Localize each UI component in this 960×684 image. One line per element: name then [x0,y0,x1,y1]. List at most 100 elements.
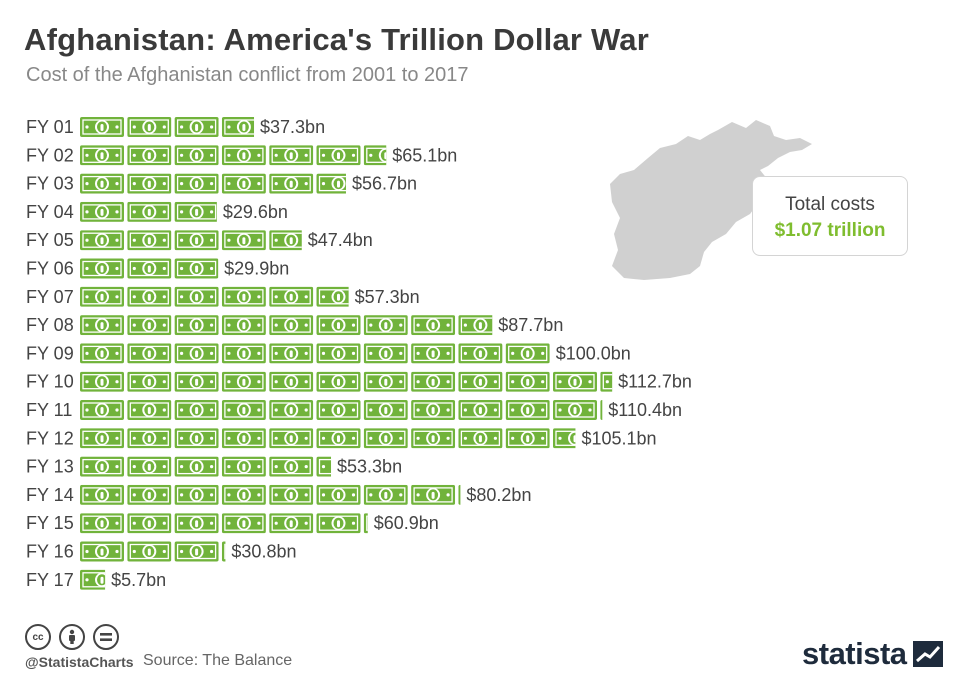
dollar-bill-icon [363,428,408,449]
dollar-bill-icon [174,117,219,137]
dollar-bill-icon [411,484,456,505]
dollar-bill-icon [269,230,302,251]
dollar-bill-icon [316,173,346,194]
dollar-bill-icon [411,343,456,364]
dollar-bill-icon [411,400,456,420]
dollar-bill-icon [316,456,332,477]
license-icons: cc [25,624,119,652]
value-label: $100.0bn [556,343,631,363]
dollar-bill-icon [505,428,550,449]
dollar-bill-icon [458,343,503,364]
dollar-bill-icon [127,428,172,449]
dollar-bill-icon [174,258,219,279]
category-label: FY 08 [26,315,74,335]
category-label: FY 11 [26,400,72,420]
dollar-bill-icon [80,230,124,251]
dollar-bill-icon [269,513,314,534]
dollar-bill-icon [174,428,219,449]
dollar-bill-icon [269,315,314,336]
bar-fy-06 [80,258,219,279]
value-label: $105.1bn [581,428,656,448]
dollar-bill-icon [174,541,219,562]
value-label: $57.3bn [355,287,420,307]
dollar-bill-icon [127,173,172,194]
dollar-bill-icon [174,145,219,166]
value-label: $56.7bn [352,174,417,194]
dollar-bill-icon [80,258,124,279]
bar-fy-09 [80,343,550,364]
dollar-bill-icon [80,428,124,449]
dollar-bill-icon [221,541,226,562]
category-label: FY 03 [26,174,74,194]
bar-chart: FY 01 $37.3bn FY 02 $65.1bn FY 03 $56.7bn FY 0… [26,117,692,590]
twitter-handle[interactable]: @StatistaCharts [25,654,134,670]
dollar-bill-icon [411,428,456,449]
dollar-bill-icon [80,201,124,222]
dollar-bill-icon [553,371,597,392]
bar-fy-12 [80,428,576,449]
dollar-bill-icon [269,343,314,364]
dollar-bill-icon [221,343,266,364]
bar-fy-17 [80,569,106,590]
dollar-bill-icon [127,315,172,336]
category-label: FY 02 [26,145,74,165]
value-label: $65.1bn [392,145,457,165]
category-label: FY 06 [26,259,74,279]
dollar-bill-icon [269,371,314,392]
dollar-bill-icon [316,371,361,392]
category-label: FY 01 [26,117,74,137]
dollar-bill-icon [127,145,172,166]
value-label: $37.3bn [260,117,325,137]
dollar-bill-icon [221,456,266,477]
value-label: $5.7bn [111,570,166,590]
dollar-bill-icon [80,117,124,137]
category-label: FY 10 [26,372,74,392]
bar-fy-15 [80,513,368,534]
dollar-bill-icon [80,145,124,166]
category-label: FY 16 [26,542,74,562]
dollar-bill-icon [127,371,172,392]
dollar-bill-icon [80,541,124,562]
dollar-bill-icon [316,315,361,336]
dollar-bill-icon [411,315,456,336]
value-label: $30.8bn [231,542,296,562]
dollar-bill-icon [221,230,266,251]
value-label: $47.4bn [308,230,373,250]
value-label: $29.6bn [223,202,288,222]
dollar-bill-icon [221,428,266,449]
dollar-bill-icon [174,400,219,420]
dollar-bill-icon [363,400,408,420]
total-costs-callout: Total costs $1.07 trillion [752,176,908,256]
bar-fy-02 [80,145,387,166]
dollar-bill-icon [80,484,124,505]
dollar-bill-icon [80,456,124,477]
total-costs-value: $1.07 trillion [774,220,886,241]
bar-fy-14 [80,484,461,505]
dollar-bill-icon [127,258,172,279]
dollar-bill-icon [174,315,219,336]
cc-icon[interactable]: cc [25,624,51,650]
dollar-bill-icon [458,400,503,420]
dollar-bill-icon [316,286,349,307]
bar-fy-01 [80,117,255,137]
dollar-bill-icon [174,173,219,194]
dollar-bill-icon [221,400,266,420]
category-label: FY 04 [26,202,74,222]
dollar-bill-icon [458,315,493,336]
dollar-bill-icon [363,371,408,392]
dollar-bill-icon [316,400,361,420]
dollar-bill-icon [127,343,172,364]
statista-brand[interactable]: statista [802,636,943,672]
dollar-bill-icon [174,484,219,505]
dollar-bill-icon [80,513,124,534]
dollar-bill-icon [80,173,124,194]
equals-icon[interactable] [93,624,119,650]
dollar-bill-icon [553,428,576,449]
bar-fy-11 [80,400,603,420]
statista-wordmark: statista [802,636,907,671]
attribution-icon[interactable] [59,624,85,650]
category-label: FY 12 [26,428,74,448]
bar-fy-10 [80,371,613,392]
dollar-bill-icon [127,230,172,251]
dollar-bill-icon [411,371,456,392]
